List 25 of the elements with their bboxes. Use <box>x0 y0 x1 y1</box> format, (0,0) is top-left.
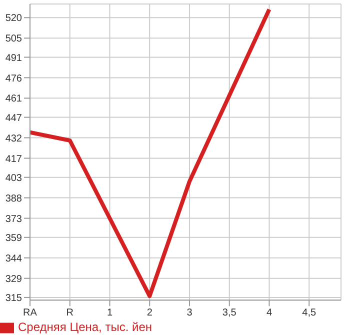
y-tick-label: 491 <box>5 52 22 64</box>
x-tick-label: RA <box>23 307 38 318</box>
y-tick-label: 476 <box>5 73 22 84</box>
y-tick-label: 417 <box>5 154 22 165</box>
x-tick-label: 1 <box>106 307 113 318</box>
y-tick-label: 373 <box>5 214 22 225</box>
x-tick-label: 3 <box>186 307 193 318</box>
y-tick-label: 461 <box>5 94 22 105</box>
y-tick-label: 315 <box>5 292 22 304</box>
y-tick-label: 403 <box>5 172 22 184</box>
x-tick-label: R <box>66 307 74 318</box>
y-tick-label: 520 <box>5 13 22 24</box>
y-tick-label: 388 <box>5 193 22 204</box>
line-series <box>30 7 272 298</box>
legend-label: Средняя Цена, тыс. йен <box>18 320 152 334</box>
y-tick-label: 344 <box>5 253 22 264</box>
x-tick-label: 2 <box>146 307 153 318</box>
y-tick-label: 505 <box>5 34 22 45</box>
y-tick-label: 329 <box>5 274 22 285</box>
y-tick-label: 447 <box>5 112 22 124</box>
x-tick-label: 4,5 <box>302 307 316 318</box>
y-tick-label: 359 <box>5 232 22 244</box>
x-tick-label: 3,5 <box>222 307 237 318</box>
y-tick-label: 432 <box>5 133 22 144</box>
x-tick-label: 4 <box>266 307 272 318</box>
